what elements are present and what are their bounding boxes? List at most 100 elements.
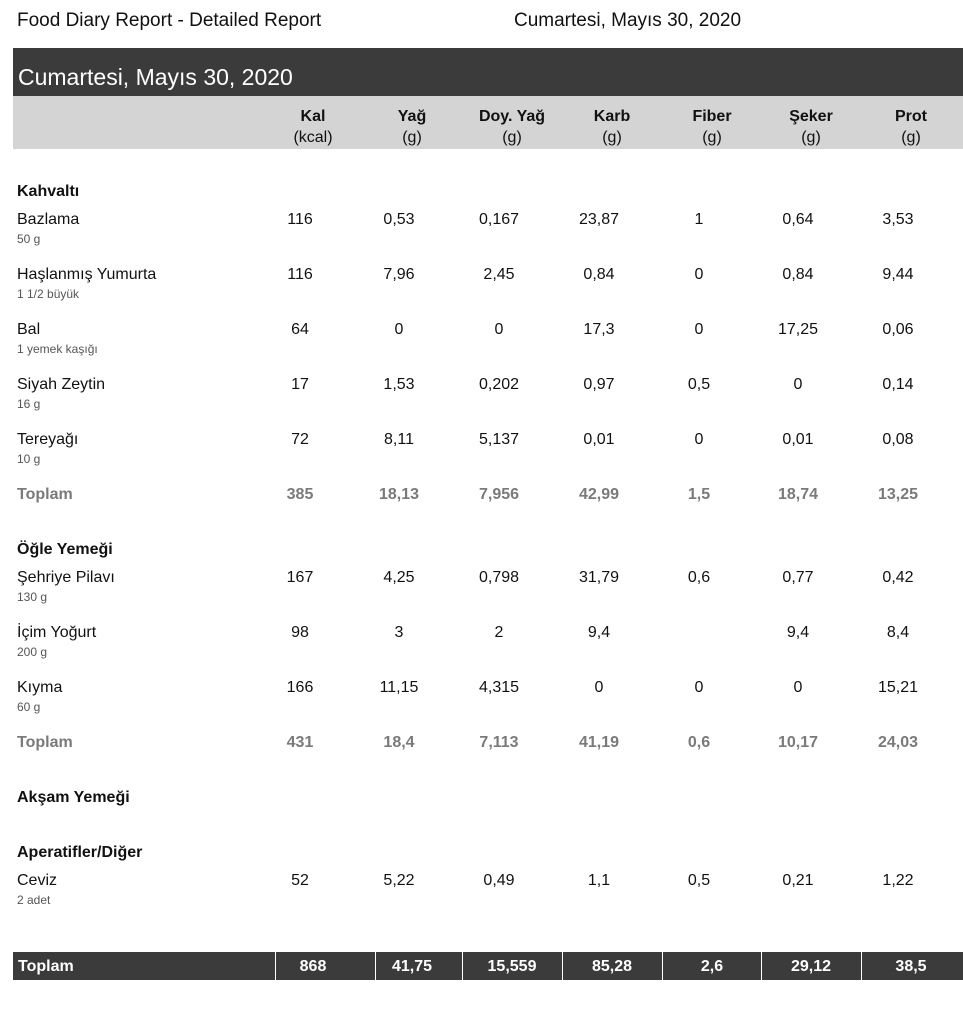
column-name: Doy. Yağ <box>478 108 546 125</box>
grand-total-seker: 29,12 <box>790 958 832 975</box>
food-portion: 60 g <box>17 700 41 714</box>
meal-total-fiber: 1,5 <box>687 486 711 503</box>
food-fiber-value: 0 <box>694 266 704 283</box>
food-fiber-value: 0 <box>694 679 704 696</box>
column-name: Şeker <box>789 108 833 125</box>
food-prot-value: 9,44 <box>882 266 914 283</box>
food-name: Ceviz <box>17 872 58 889</box>
grand-total-yag: 41,75 <box>391 958 433 975</box>
column-header-fiber: Fiber (g) <box>662 106 762 148</box>
food-name: Bazlama <box>17 211 80 228</box>
food-portion: 1 1/2 büyük <box>17 287 80 301</box>
food-name: Siyah Zeytin <box>17 376 106 393</box>
meal-total-doy-yag: 7,956 <box>478 486 520 503</box>
column-header-kal: Kal (kcal) <box>263 106 363 148</box>
grand-total-row: Toplam 868 41,75 15,559 85,28 2,6 29,12 … <box>13 952 963 980</box>
column-unit: (g) <box>901 129 921 146</box>
food-karb-value: 23,87 <box>578 211 620 228</box>
grand-total-divider <box>275 952 276 980</box>
meal-total-seker: 10,17 <box>777 734 819 751</box>
food-kal-value: 98 <box>291 624 309 641</box>
food-seker-value: 0 <box>793 376 803 393</box>
day-title: Cumartesi, Mayıs 30, 2020 <box>18 64 293 90</box>
column-unit: (g) <box>502 129 522 146</box>
meal-total-karb: 42,99 <box>578 486 620 503</box>
column-header-doy-yag: Doy. Yağ (g) <box>462 106 562 148</box>
food-name: Tereyağı <box>17 431 79 448</box>
food-doy-yag-value: 2 <box>494 624 504 641</box>
food-portion: 200 g <box>17 645 48 659</box>
report-date: Cumartesi, Mayıs 30, 2020 <box>514 10 742 31</box>
food-kal-value: 17 <box>291 376 309 393</box>
grand-total-divider <box>861 952 862 980</box>
column-header-karb: Karb (g) <box>562 106 662 148</box>
food-doy-yag-value: 5,137 <box>478 431 520 448</box>
meal-total-doy-yag: 7,113 <box>479 734 519 751</box>
grand-total-doy-yag: 15,559 <box>487 958 537 975</box>
food-doy-yag-value: 2,45 <box>483 266 515 283</box>
food-yag-value: 3 <box>394 624 404 641</box>
day-banner: Cumartesi, Mayıs 30, 2020 <box>13 48 963 96</box>
column-unit: (g) <box>801 129 821 146</box>
meal-total-prot: 24,03 <box>877 734 919 751</box>
food-doy-yag-value: 0,167 <box>478 211 520 228</box>
food-name: İçim Yoğurt <box>17 624 97 641</box>
food-name: Bal <box>17 321 41 338</box>
meal-total-karb: 41,19 <box>578 734 620 751</box>
grand-total-fiber: 2,6 <box>700 958 724 975</box>
column-unit: (g) <box>702 129 722 146</box>
meal-total-kal: 431 <box>286 734 314 751</box>
report-title: Food Diary Report - Detailed Report <box>17 10 322 31</box>
meal-title: Akşam Yemeği <box>17 789 130 806</box>
food-fiber-value: 0 <box>694 431 704 448</box>
meal-total-kal: 385 <box>286 486 314 503</box>
food-karb-value: 0 <box>594 679 604 696</box>
food-karb-value: 0,84 <box>583 266 615 283</box>
food-fiber-value: 0 <box>694 321 704 338</box>
food-karb-value: 0,01 <box>583 431 615 448</box>
column-name: Fiber <box>692 108 732 125</box>
food-kal-value: 116 <box>287 211 313 228</box>
food-karb-value: 0,97 <box>583 376 615 393</box>
column-name: Karb <box>593 108 631 125</box>
food-doy-yag-value: 0,49 <box>483 872 515 889</box>
column-unit: (g) <box>402 129 422 146</box>
column-header-yag: Yağ (g) <box>362 106 462 148</box>
grand-total-label: Toplam <box>18 958 74 975</box>
meal-title: Öğle Yemeği <box>17 541 113 558</box>
meal-title: Aperatifler/Diğer <box>17 844 143 861</box>
food-yag-value: 5,22 <box>383 872 415 889</box>
column-unit: (g) <box>602 129 622 146</box>
food-seker-value: 17,25 <box>777 321 819 338</box>
food-yag-value: 0,53 <box>383 211 415 228</box>
meal-total-prot: 13,25 <box>877 486 919 503</box>
food-yag-value: 0 <box>394 321 404 338</box>
food-karb-value: 17,3 <box>583 321 615 338</box>
meal-total-label: Toplam <box>17 734 73 751</box>
food-yag-value: 1,53 <box>383 376 415 393</box>
food-kal-value: 52 <box>291 872 309 889</box>
column-unit: (kcal) <box>293 129 333 146</box>
food-seker-value: 0,84 <box>782 266 814 283</box>
food-kal-value: 64 <box>291 321 309 338</box>
food-portion: 1 yemek kaşığı <box>17 342 98 356</box>
food-yag-value: 11,15 <box>379 679 419 696</box>
food-kal-value: 166 <box>286 679 314 696</box>
food-prot-value: 1,22 <box>882 872 914 889</box>
meal-total-seker: 18,74 <box>777 486 819 503</box>
food-yag-value: 8,11 <box>384 431 414 448</box>
grand-total-divider <box>375 952 376 980</box>
grand-total-divider <box>761 952 762 980</box>
food-karb-value: 31,79 <box>578 569 620 586</box>
food-kal-value: 167 <box>286 569 314 586</box>
food-fiber-value: 1 <box>694 211 704 228</box>
food-seker-value: 9,4 <box>786 624 810 641</box>
column-header-seker: Şeker (g) <box>761 106 861 148</box>
food-portion: 16 g <box>17 397 41 411</box>
food-doy-yag-value: 0,798 <box>478 569 520 586</box>
food-seker-value: 0 <box>793 679 803 696</box>
food-seker-value: 0,64 <box>782 211 814 228</box>
food-kal-value: 72 <box>291 431 309 448</box>
food-fiber-value: 0,6 <box>687 569 711 586</box>
grand-total-karb: 85,28 <box>591 958 633 975</box>
